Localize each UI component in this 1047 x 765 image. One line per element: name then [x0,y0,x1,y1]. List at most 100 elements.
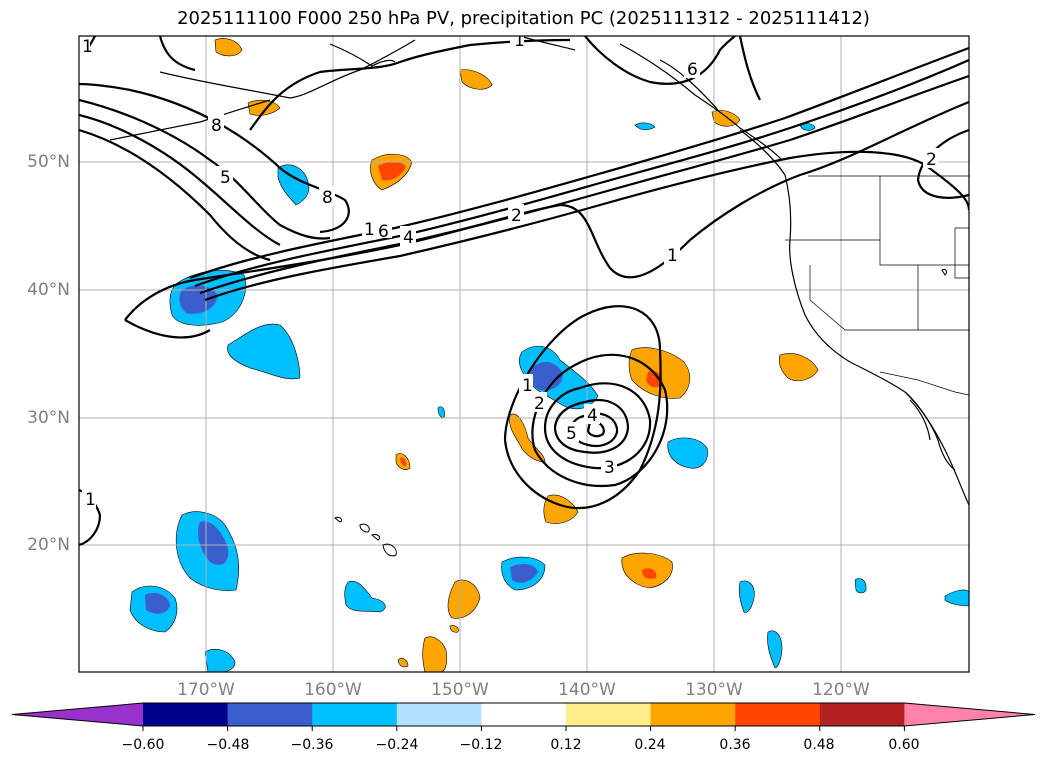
political-borders [785,175,969,396]
pv-contours [79,36,969,547]
pv-contour-label: 1 [667,246,678,266]
map-title: 2025111100 F000 250 hPa PV, precipitatio… [177,8,870,29]
precip-negative-area [227,323,301,380]
pv-contour-label: 1 [82,37,93,57]
lon-label-120w: 120°W [812,680,870,700]
hawaii-island [382,543,397,557]
colorbar-extend-min [12,703,143,726]
precip-negative-core [145,593,170,614]
hawaii-island [359,523,370,533]
colorbar-tick-label: −0.48 [206,737,250,753]
alaska-panhandle [619,43,783,161]
islands [334,269,947,557]
colorbar-tick-label: 0.60 [888,737,920,753]
pv-contour-2-inland [916,128,969,199]
pv-contour-6-bc2 [738,36,761,101]
bc-coast [739,129,786,176]
precip-positive-area [459,69,493,90]
pv-contour-6-bc [584,36,736,85]
colorbar-tick-label: −0.60 [121,737,165,753]
colorbar-tick-label: 0.48 [803,737,835,753]
precip-positive-area [628,347,691,399]
colorbar-extend-max [904,703,1035,726]
pv-contour-low-1 [503,305,662,510]
precip-positive-area [214,38,243,57]
lat-label-20n: 20°N [27,535,70,555]
pv-contour-label: 1 [364,220,375,240]
us-state-border [785,239,969,266]
pv-contour-low-5 [570,412,619,448]
precip-positive-area [397,658,409,668]
pv-contour-label: 4 [587,406,598,426]
precip-negative-area [854,578,867,594]
hawaii-island [370,534,381,541]
pv-contour-label: 5 [220,168,231,188]
pv-contour-6b [79,128,271,262]
pv-contour-labels: 1 1 8 5 8 1 6 4 2 1 6 2 1 2 [79,31,939,510]
precip-positive-core [642,568,657,579]
colorbar [11,702,1036,731]
pv-contour-label: 2 [534,394,545,414]
precip-positive-area [447,579,481,619]
precip-positive-area [449,625,459,633]
pv-contour-label: 4 [403,228,414,248]
colorbar-tick-label: −0.36 [290,737,334,753]
colorbar-tick-label: −0.12 [459,737,503,753]
colorbar-segment [396,703,482,726]
us-state-border [954,227,969,279]
pv-contour-7 [79,113,281,246]
alaska-coast [329,43,396,67]
colorbar-segment [481,703,567,726]
colorbar-tick-label: −0.24 [375,737,419,753]
lon-label-130w: 130°W [685,680,743,700]
colorbar-segment [819,703,905,726]
pv-contour-4 [199,74,969,295]
precip-negative-core [179,285,218,314]
pv-contour-2 [204,150,969,302]
precip-negative-area [277,164,310,206]
colorbar-tick-label: 0.36 [719,737,751,753]
precip-negative-area [667,437,708,469]
us-state-border [809,265,919,331]
pv-contour-label: 6 [687,60,698,80]
pv-contour-5 [194,58,969,288]
precip-positive-core [646,370,663,388]
lon-label-150w: 150°W [431,680,489,700]
map-frame [78,35,970,673]
guadalupe-island [941,269,947,276]
colorbar-tick-label: 0.12 [550,737,582,753]
lon-label-160w: 160°W [304,680,362,700]
pv-contour-label: 1 [514,31,525,51]
aleutian-islands [109,99,271,141]
colorbar-segment [312,703,398,726]
lon-label-140w: 140°W [558,680,616,700]
precip-negative-area [344,580,386,613]
alaska-coast [159,39,416,99]
pv-contour-1 [124,319,211,339]
colorbar-segment [566,703,652,726]
us-mexico-border [879,371,969,396]
pv-contour-label: 8 [322,188,333,208]
bc-coast [659,59,719,111]
colorbar-tick-label: 0.24 [634,737,666,753]
precip-positive-area [778,353,819,382]
pv-contour-1c [158,36,196,72]
pv-contour-label: 1 [85,490,96,510]
colorbar-segment [227,703,313,726]
pv-contour-label: 2 [926,150,937,170]
pv-contour-low-2 [531,353,669,488]
alaska-coast [519,36,576,51]
lat-label-40n: 40°N [27,280,70,300]
pv-contour-low-4 [553,399,630,454]
pv-contour-8 [79,82,350,234]
lat-label-50n: 50°N [27,152,70,172]
precip-negative-area [204,649,236,672]
pv-contour-2b [249,38,571,131]
precip-negative-area [944,589,969,607]
baja-coast [909,399,931,441]
precip-negative-area [738,580,755,613]
hawaii-island [334,517,343,523]
pv-contour-label: 3 [604,458,615,478]
lon-label-170w: 170°W [177,680,235,700]
